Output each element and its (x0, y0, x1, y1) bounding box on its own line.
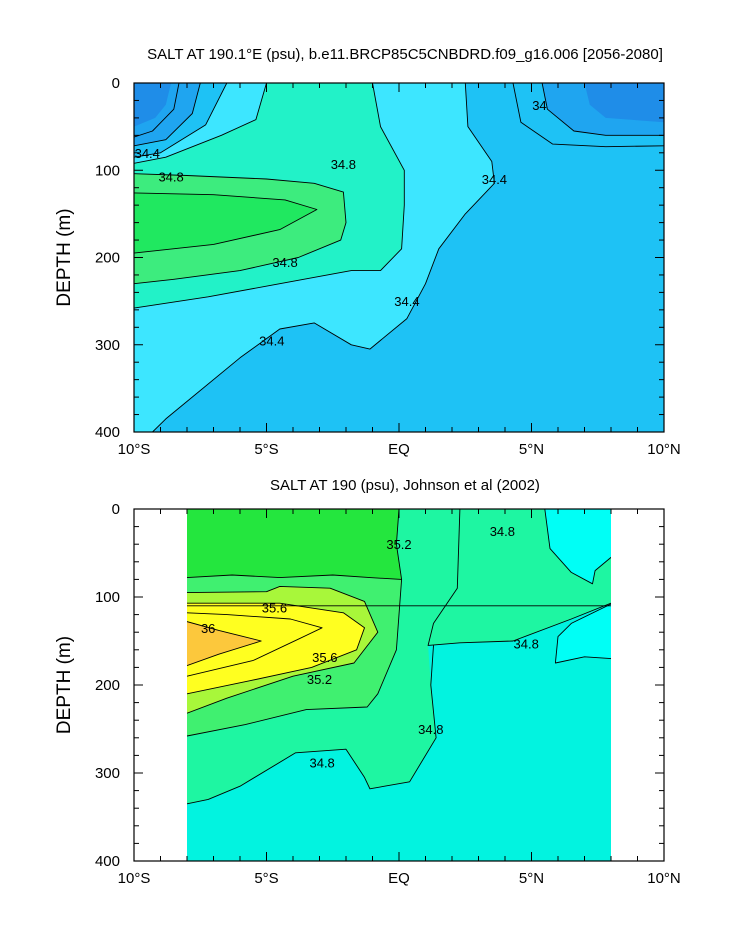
contour-label: 35.6 (262, 601, 287, 616)
y-tick-label: 0 (112, 501, 120, 518)
contour-label-text: 35.6 (312, 650, 337, 665)
y-tick-label: 0 (112, 75, 120, 92)
contour-label: 34.8 (272, 255, 297, 270)
x-tick-label: 5°N (519, 870, 544, 887)
contour-line-35 (187, 645, 437, 805)
top-chart-panel: 34 34.4 34.8 34.8 34.4 34.8 34.4 34.4 10°S 5°S EQ 5… (54, 75, 681, 458)
contour-line-34-2 (134, 83, 180, 138)
y-tick-label: 100 (95, 589, 120, 606)
x-tick-label: 5°S (254, 870, 278, 887)
bottom-chart-panel: 34.8 35.2 35.6 36 34.8 35.6 35.2 34.8 34.8 10°S 5°… (54, 501, 681, 887)
contour-line-35 (134, 192, 318, 254)
contour-label-text: 34.4 (135, 146, 160, 161)
contour-label-text: 35.2 (386, 537, 411, 552)
contour-label: 34.4 (135, 146, 160, 161)
salinity-band-lt_34_4 (152, 83, 664, 432)
x-tick-label: EQ (388, 441, 410, 458)
y-tick-label: 200 (95, 677, 120, 694)
top-chart-title: SALT AT 190.1°E (psu), b.e11.BRCP85C5CNB… (147, 46, 663, 63)
contour-line-34-8 (134, 173, 347, 285)
contour-line-34-6 (554, 603, 611, 664)
y-tick-label: 400 (95, 424, 120, 441)
contour-label-text: 34.8 (514, 637, 539, 652)
contour-line-35-4 (187, 585, 379, 714)
contour-label-text: 34.8 (158, 169, 183, 184)
contour-line-34-4 (134, 83, 201, 147)
salinity-band-lt_34_6 (544, 509, 611, 584)
y-tick-label: 400 (95, 853, 120, 870)
contour-label-text: 34 (532, 98, 546, 113)
bottom-chart-title: SALT AT 190 (psu), Johnson et al (2002) (270, 477, 540, 494)
contour-line-34-6 (134, 83, 405, 309)
contour-line-34-6 (134, 83, 228, 158)
y-tick-label: 100 (95, 162, 120, 179)
y-tick-label: 200 (95, 250, 120, 267)
salinity-band-lt_35_8 (187, 612, 323, 677)
salinity-band-fresh_core (134, 83, 172, 127)
contour-line-34-4 (512, 83, 664, 148)
y-axis-label: DEPTH (m) (54, 636, 75, 734)
contour-field (187, 509, 611, 861)
contour-label-text: 34.8 (331, 157, 356, 172)
contour-label: 34.8 (158, 169, 183, 184)
salinity-band-gt_36 (187, 621, 262, 666)
contour-line-36 (187, 621, 262, 667)
contour-label-text: 34.4 (482, 172, 507, 187)
contour-label-text: 34.8 (490, 524, 515, 539)
contour-line-35-2 (187, 509, 403, 580)
x-tick-label: 5°N (519, 441, 544, 458)
contour-label: 34.8 (418, 722, 443, 737)
contour-label: 35.2 (307, 672, 332, 687)
contour-label-text: 35.6 (262, 601, 287, 616)
contour-label-text: 34.4 (394, 294, 419, 309)
contour-label: 34.4 (482, 172, 507, 187)
contour-line-35-8 (187, 612, 323, 677)
contour-label: 35.2 (386, 537, 411, 552)
contour-label: 34.8 (331, 157, 356, 172)
x-tick-label: 10°N (647, 870, 681, 887)
x-tick-label: 5°S (254, 441, 278, 458)
contour-line-34-6 (134, 83, 267, 164)
contour-label-text: 34.8 (272, 255, 297, 270)
salinity-band-lt_34_6 (555, 604, 611, 663)
contour-label: 34.4 (394, 294, 419, 309)
contour-label: 34.8 (514, 637, 539, 652)
contour-label: 34.8 (309, 755, 334, 770)
contour-label-text: 36 (201, 621, 215, 636)
contour-field (134, 83, 664, 432)
contour-label: 35.6 (312, 650, 337, 665)
axis-ticks (133, 82, 665, 433)
contour-label: 34.4 (259, 333, 284, 348)
contour-line-35-2 (187, 579, 403, 737)
contour-label-text: 34.8 (418, 722, 443, 737)
contour-label-text: 35.2 (307, 672, 332, 687)
y-tick-label: 300 (95, 765, 120, 782)
salinity-band-fresh_core (584, 83, 664, 123)
y-axis-label: DEPTH (m) (54, 208, 75, 306)
contour-line-35 (427, 509, 611, 646)
contour-label: 34.8 (490, 524, 515, 539)
contour-label: 36 (201, 621, 215, 636)
contour-label: 34 (532, 98, 546, 113)
salinity-band-salty_core (134, 192, 317, 254)
x-tick-label: 10°S (118, 441, 151, 458)
salinity-band-lt_35_4 (187, 509, 402, 580)
y-tick-label: 300 (95, 337, 120, 354)
x-tick-label: 10°N (647, 441, 681, 458)
x-tick-label: 10°S (118, 870, 151, 887)
contour-line-35-6 (187, 602, 365, 695)
contour-line-34-4 (152, 83, 495, 432)
contour-label-text: 34.4 (259, 333, 284, 348)
contour-line-34-6 (544, 509, 611, 585)
contour-line-34-2 (541, 83, 664, 136)
contour-label-text: 34.8 (309, 755, 334, 770)
x-tick-label: EQ (388, 870, 410, 887)
axis-ticks (133, 508, 665, 862)
